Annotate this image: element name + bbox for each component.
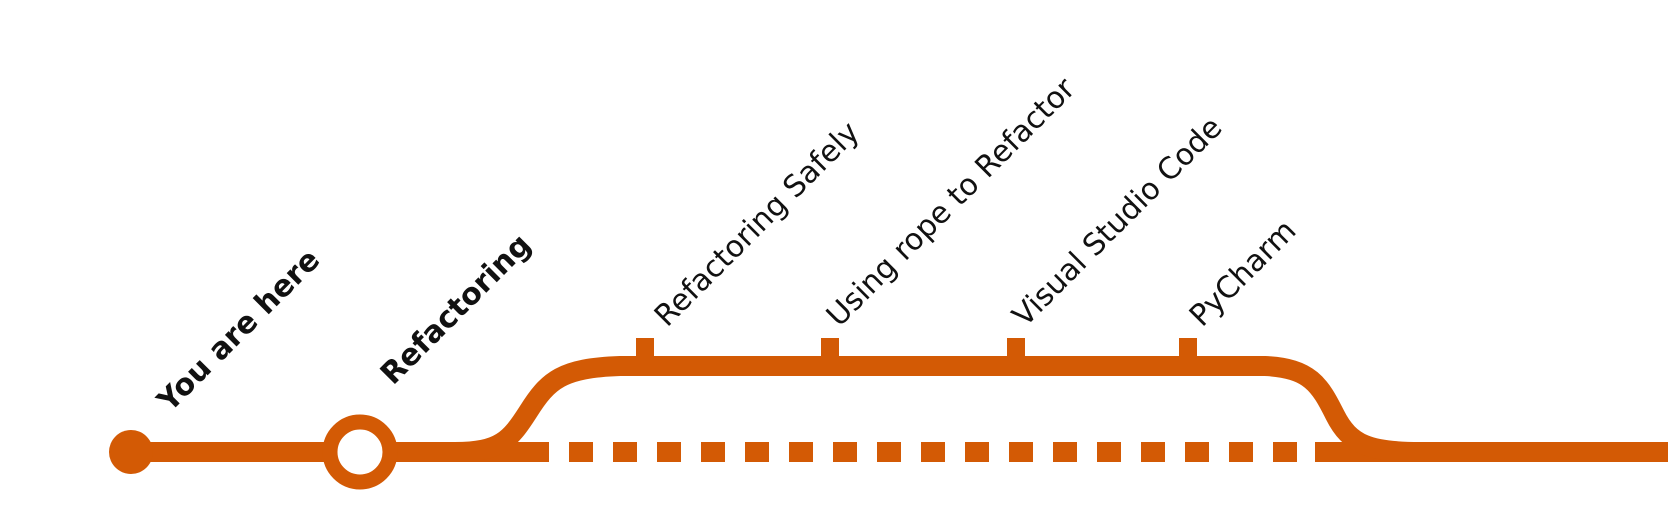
start-marker-dot	[109, 430, 153, 474]
start-marker-label: You are here	[150, 243, 327, 420]
main-station-ring	[322, 414, 398, 490]
station-tick-using-rope	[821, 338, 839, 366]
station-tick-pycharm	[1179, 338, 1197, 366]
branch-station-label-pycharm: PyCharm	[1183, 213, 1303, 333]
branch-line	[454, 356, 1421, 462]
main-station-label: Refactoring	[374, 227, 538, 391]
station-tick-refactoring-safely	[636, 338, 654, 366]
station-tick-visual-studio-code	[1007, 338, 1025, 366]
